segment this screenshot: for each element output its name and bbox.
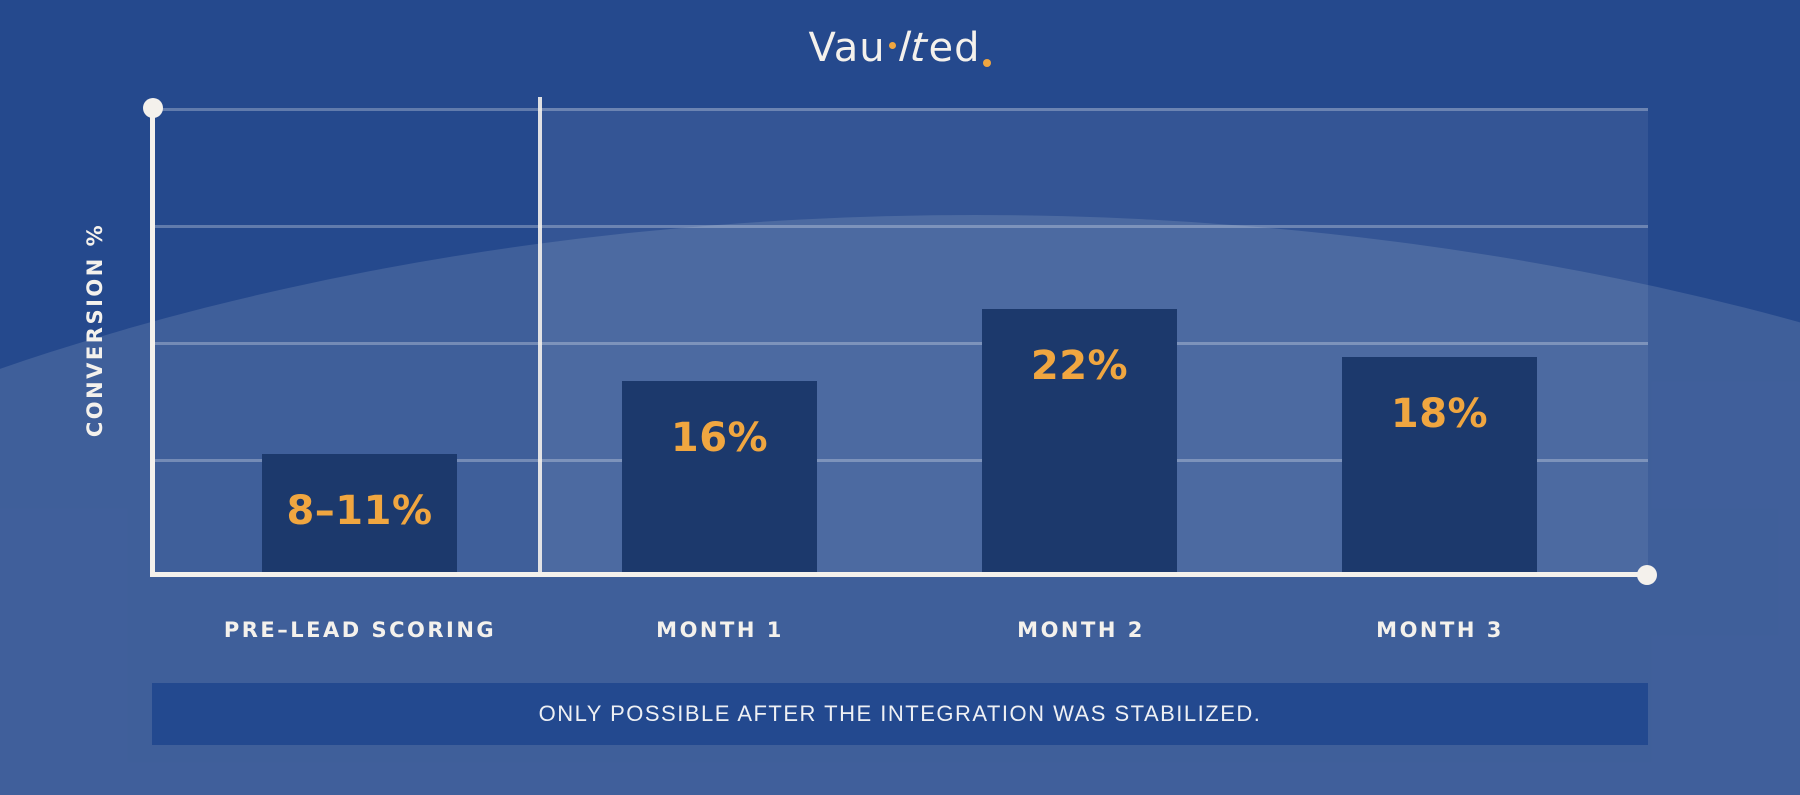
logo-period-dot-icon [983,59,992,67]
category-label-month-3: MONTH 3 [1376,618,1504,642]
y-axis-line [150,107,155,577]
annotation-text: ONLY POSSIBLE AFTER THE INTEGRATION WAS … [538,701,1262,726]
logo-text-post: ed [928,25,981,71]
logo-accent-dot-icon [888,41,896,49]
gridline-3 [152,342,1648,345]
bar-month-3: 18% [1342,357,1537,575]
bar-value-label: 16% [670,415,769,461]
logo-text-pre: Vau [808,25,886,71]
category-label-pre-lead-scoring: PRE–LEAD SCORING [223,618,497,642]
annotation-banner: ONLY POSSIBLE AFTER THE INTEGRATION WAS … [152,683,1648,745]
bar-value-label: 18% [1390,391,1489,437]
pre-post-divider-line [538,97,542,575]
y-axis-end-dot [143,98,163,118]
category-label-month-2: MONTH 2 [1017,618,1145,642]
bar-value-label: 22% [1030,343,1129,389]
bar-month-1: 16% [622,381,817,575]
vaulted-logo: Vau lt ed [0,24,1800,72]
x-axis-line [150,572,1648,577]
bar-pre-lead-scoring: 8–11% [262,454,457,575]
gridline-1 [152,108,1648,111]
gridline-4 [152,459,1648,462]
bar-value-label: 8–11% [286,488,433,534]
bar-month-2: 22% [982,309,1177,575]
y-axis-label: CONVERSION % [83,222,107,438]
gridline-2 [152,225,1648,228]
category-label-month-1: MONTH 1 [656,618,784,642]
x-axis-end-dot [1637,565,1657,585]
